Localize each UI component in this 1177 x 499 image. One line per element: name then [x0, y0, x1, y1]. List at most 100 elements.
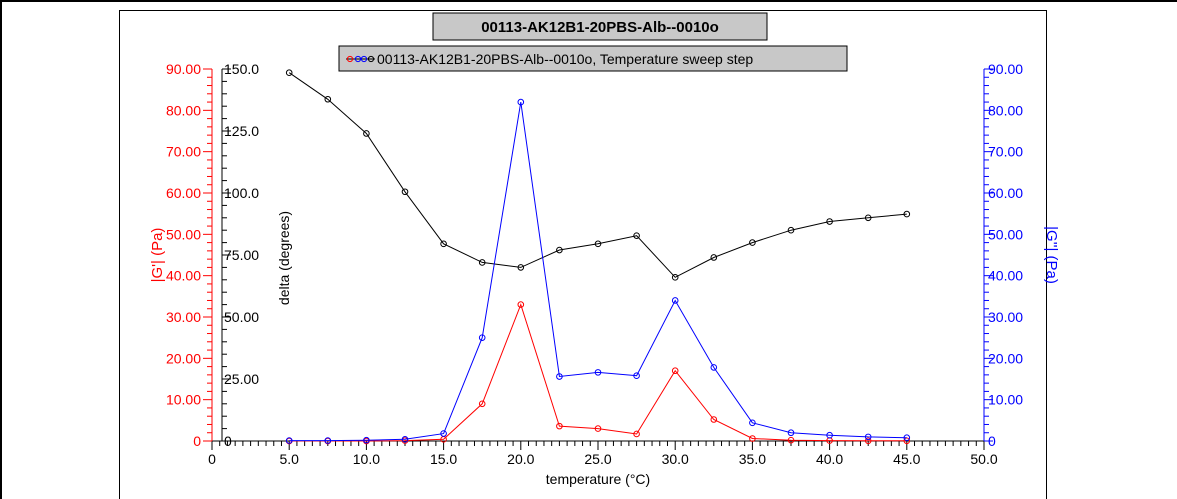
- point-delta: [749, 239, 756, 246]
- x-tick-label: 40.0: [816, 451, 843, 467]
- chart-frame: [119, 10, 1047, 499]
- y-gdoubleprime-tick-label: 60.00: [988, 185, 1023, 201]
- y-axis-gdoubleprime-title: |G''| (Pa): [1043, 226, 1060, 284]
- y-gprime-tick-label: 40.00: [166, 268, 201, 284]
- point-delta: [594, 240, 602, 248]
- point-g_double_prime: [556, 373, 563, 380]
- x-tick-label: 5.0: [279, 451, 299, 467]
- point-g_prime: [787, 436, 795, 444]
- x-tick-label: 0: [208, 451, 216, 467]
- y-delta-tick-label: 0: [224, 433, 232, 449]
- point-delta: [363, 130, 370, 137]
- y-gprime-tick-label: 60.00: [166, 185, 201, 201]
- point-g_double_prime: [478, 334, 486, 341]
- y-gdoubleprime-tick-label: 70.00: [988, 144, 1023, 160]
- x-tick-label: 45.0: [893, 451, 920, 467]
- y-delta-tick-label: 150.0: [224, 61, 259, 77]
- y-gprime-tick-label: 30.00: [166, 309, 201, 325]
- y-delta-tick-label: 100.0: [224, 185, 259, 201]
- y-gdoubleprime-tick-label: 30.00: [988, 309, 1023, 325]
- x-axis-title: temperature (°C): [546, 471, 650, 487]
- y-gprime-tick-label: 10.00: [166, 392, 201, 408]
- point-g_prime: [594, 425, 602, 432]
- legend-box: [338, 45, 848, 72]
- point-g_double_prime: [749, 419, 756, 427]
- point-g_prime: [864, 437, 872, 445]
- y-delta-tick-label: 75.00: [224, 247, 259, 263]
- point-g_double_prime: [363, 436, 370, 444]
- point-g_double_prime: [285, 437, 293, 444]
- legend-marker-gprime: [346, 55, 354, 63]
- chart-title: 00113-AK12B1-20PBS-Alb--0010o: [481, 19, 719, 36]
- y-delta-tick-label: 25.00: [224, 371, 259, 387]
- point-delta: [710, 254, 718, 261]
- y-gdoubleprime-tick-label: 40.00: [988, 268, 1023, 284]
- point-delta: [633, 232, 640, 239]
- point-g_double_prime: [324, 437, 332, 444]
- x-tick-label: 50.0: [970, 451, 997, 467]
- y-gprime-tick-label: 0: [193, 433, 201, 449]
- y-gdoubleprime-tick-label: 0: [988, 433, 996, 449]
- point-delta: [440, 240, 447, 248]
- legend-marker-gdoubleprime-2: [360, 55, 368, 63]
- y-gprime-tick-label: 90.00: [166, 61, 201, 77]
- point-g_double_prime: [440, 430, 447, 437]
- series-line-delta: [288, 72, 907, 278]
- x-tick-label: 10.0: [353, 451, 380, 467]
- legend-marker-gdoubleprime: [354, 55, 362, 63]
- point-g_prime: [903, 437, 911, 445]
- point-g_double_prime: [401, 436, 409, 443]
- legend-label: 00113-AK12B1-20PBS-Alb--0010o, Temperatu…: [377, 51, 753, 67]
- y-delta-tick-label: 50.00: [224, 309, 259, 325]
- point-g_prime: [478, 400, 486, 408]
- point-delta: [903, 210, 911, 218]
- x-tick-label: 15.0: [430, 451, 457, 467]
- point-delta: [478, 259, 486, 266]
- legend-marker-delta: [367, 55, 375, 63]
- series-layer: [285, 69, 911, 445]
- ticks-layer: 0 5.0 10.0 15.0 20.0 25.0 30.0 35.0 40.0 45.0 50.0…: [166, 61, 1023, 467]
- x-tick-label: 25.0: [584, 451, 611, 467]
- y-gdoubleprime-tick-label: 90.00: [988, 61, 1023, 77]
- point-delta: [671, 274, 679, 281]
- y-axis-gprime-title: |G'| (Pa): [149, 228, 166, 283]
- point-delta: [787, 226, 795, 234]
- y-gdoubleprime-tick-label: 80.00: [988, 102, 1023, 118]
- point-g_double_prime: [864, 433, 872, 441]
- y-gdoubleprime-tick-label: 50.00: [988, 226, 1023, 242]
- x-tick-label: 35.0: [739, 451, 766, 467]
- y-gdoubleprime-tick-label: 20.00: [988, 350, 1023, 366]
- point-delta: [401, 188, 409, 196]
- point-g_double_prime: [671, 297, 679, 304]
- point-delta: [517, 264, 525, 271]
- y-gdoubleprime-tick-label: 10.00: [988, 392, 1023, 408]
- point-g_double_prime: [594, 369, 602, 376]
- series-line-g_prime: [289, 303, 907, 442]
- point-g_double_prime: [710, 364, 718, 371]
- point-g_double_prime: [826, 431, 833, 439]
- point-delta: [324, 95, 332, 103]
- point-delta: [556, 246, 563, 254]
- y-delta-tick-label: 125.0: [224, 123, 259, 139]
- point-delta: [285, 69, 293, 77]
- y-gprime-tick-label: 20.00: [166, 350, 201, 366]
- point-g_prime: [671, 367, 679, 375]
- y-axis-delta-title: delta (degrees): [276, 211, 292, 305]
- point-g_prime: [517, 301, 525, 308]
- point-g_prime: [710, 416, 718, 423]
- point-g_double_prime: [633, 372, 640, 379]
- y-gprime-tick-label: 80.00: [166, 102, 201, 118]
- point-g_double_prime: [903, 434, 911, 441]
- y-gprime-tick-label: 50.00: [166, 226, 201, 242]
- point-g_double_prime: [787, 429, 795, 437]
- y-gprime-tick-label: 70.00: [166, 144, 201, 160]
- point-g_double_prime: [517, 98, 525, 106]
- point-g_prime: [556, 422, 563, 430]
- x-tick-label: 30.0: [662, 451, 689, 467]
- x-tick-label: 20.0: [507, 451, 534, 467]
- point-g_prime: [633, 430, 640, 438]
- point-delta: [864, 214, 872, 222]
- series-line-g_double_prime: [289, 102, 907, 442]
